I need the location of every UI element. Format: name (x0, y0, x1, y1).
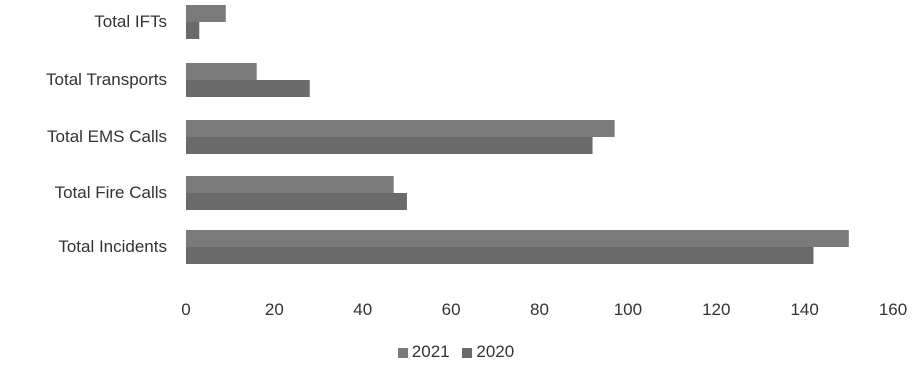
category-label: Total EMS Calls (47, 127, 167, 146)
category-label: Total IFTs (94, 12, 167, 31)
legend-swatch-2020 (462, 347, 473, 358)
x-tick-label: 120 (702, 300, 730, 319)
x-tick-label: 80 (530, 300, 549, 319)
x-tick-label: 140 (790, 300, 818, 319)
x-tick-label: 160 (879, 300, 907, 319)
bar-2020-total-transports (186, 80, 310, 97)
legend-label-2021: 2021 (411, 342, 450, 361)
category-label: Total Fire Calls (55, 183, 167, 202)
legend-label-2020: 2020 (476, 342, 515, 361)
bar-2020-total-fire-calls (186, 193, 407, 210)
x-tick-label: 0 (181, 300, 190, 319)
bars (186, 5, 849, 264)
x-tick-label: 100 (614, 300, 642, 319)
bar-2021-total-transports (186, 63, 257, 80)
legend-item-2020: 2020 (462, 342, 514, 362)
category-label: Total Incidents (58, 237, 167, 256)
legend-swatch-2021 (397, 347, 408, 358)
legend-item-2021: 2021 (397, 342, 450, 362)
bar-2020-total-ems-calls (186, 137, 593, 154)
bar-2021-total-ems-calls (186, 120, 615, 137)
bar-2020-total-incidents (186, 247, 814, 264)
bar-2021-total-fire-calls (186, 176, 394, 193)
bar-2020-total-ifts (186, 22, 200, 39)
category-labels: Total IFTs Total Transports Total EMS Call… (46, 12, 167, 256)
category-label: Total Transports (46, 70, 167, 89)
x-tick-label: 20 (265, 300, 284, 319)
x-axis-ticks: 0 20 40 60 80 100 120 140 160 (181, 300, 907, 319)
x-tick-label: 40 (353, 300, 372, 319)
x-tick-label: 60 (442, 300, 461, 319)
legend: 2021 2020 (0, 342, 912, 362)
bar-2021-total-incidents (186, 230, 849, 247)
bar-2021-total-ifts (186, 5, 226, 22)
